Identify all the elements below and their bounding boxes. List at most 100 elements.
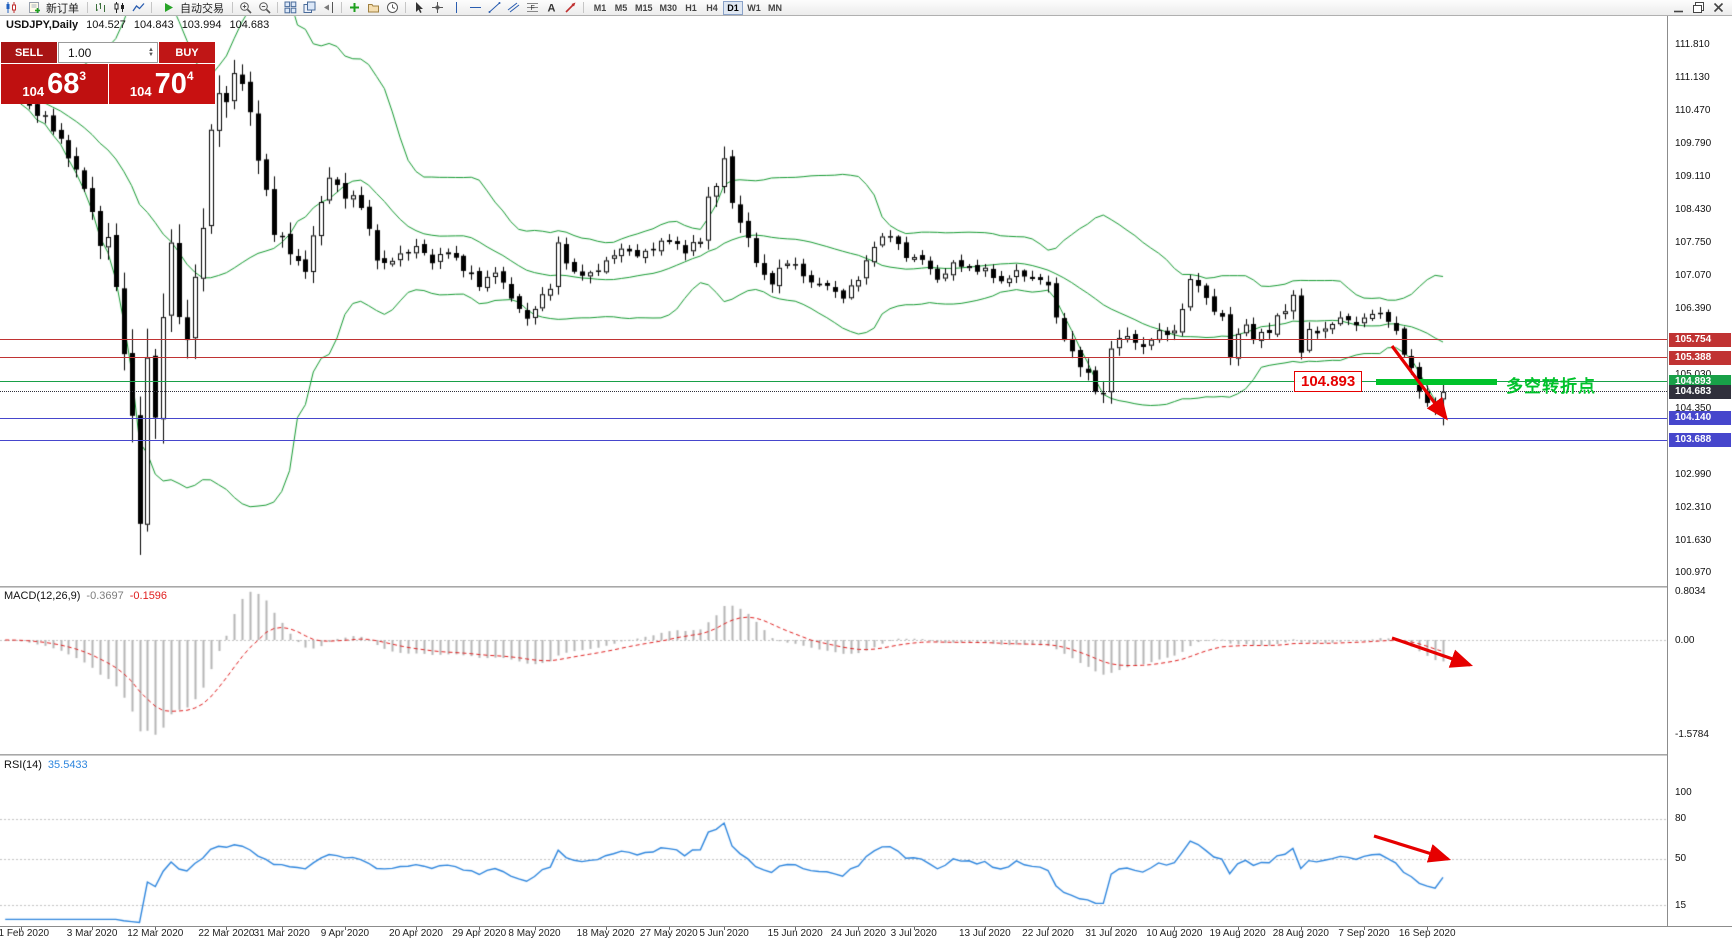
time-axis-label: 22 Jul 2020 <box>1022 928 1074 939</box>
sell-point: 3 <box>79 69 87 83</box>
price-axis-label: 110.470 <box>1675 104 1711 116</box>
timeframe-h1[interactable]: H1 <box>681 1 701 15</box>
templates-icon[interactable] <box>365 1 382 15</box>
time-axis-label: 7 Sep 2020 <box>1338 928 1390 939</box>
price-axis-label: 108.430 <box>1675 203 1712 215</box>
minimize-icon[interactable] <box>1670 1 1687 15</box>
price-axis-label: 102.310 <box>1675 501 1712 513</box>
macd-axis-label: 0.00 <box>1675 634 1695 646</box>
time-axis-label: 19 Aug 2020 <box>1209 928 1266 939</box>
buy-button[interactable]: BUY <box>159 42 215 63</box>
time-axis-tick <box>1237 927 1239 930</box>
close-icon[interactable] <box>1710 1 1727 15</box>
timeframe-w1[interactable]: W1 <box>744 1 764 15</box>
candlestick-window-icon[interactable] <box>3 1 20 15</box>
new-order-button[interactable]: 新订单 <box>22 1 83 15</box>
panel-separator-rsi[interactable] <box>0 754 1732 756</box>
toolbar-separator <box>277 2 278 13</box>
volume-down-icon[interactable]: ▼ <box>148 51 154 58</box>
volume-up-icon[interactable]: ▲ <box>148 46 154 53</box>
price-axis[interactable]: 111.810 111.130 110.470 109.790 109.110 108.4… <box>1667 16 1732 926</box>
timeframe-m1[interactable]: M1 <box>590 1 610 15</box>
high-value: 104.843 <box>133 19 174 31</box>
timeframe-d1[interactable]: D1 <box>723 0 744 15</box>
autotrading-button[interactable]: 自动交易 <box>156 1 228 15</box>
indicators-add-icon[interactable] <box>346 1 363 15</box>
vertical-line-icon[interactable] <box>448 1 465 15</box>
rsi-value: 35.5433 <box>47 759 88 771</box>
time-axis-label: 13 Jul 2020 <box>958 928 1011 939</box>
macd-indicator-label: MACD(12,26,9) -0.3697 -0.1596 <box>4 590 167 602</box>
toolbar-separator <box>405 2 406 13</box>
timeframe-mn[interactable]: MN <box>765 1 785 15</box>
open-value: 104.527 <box>86 19 126 31</box>
fibonacci-icon[interactable]: F <box>524 1 541 15</box>
time-axis-label: 5 Jun 2020 <box>699 928 749 939</box>
time-axis-tick <box>1300 927 1302 930</box>
time-axis-tick <box>91 927 93 930</box>
low-value: 103.994 <box>181 19 222 31</box>
volume-input[interactable]: 1.00 ▲ ▼ <box>58 42 158 63</box>
macd-axis-label: 0.8034 <box>1675 586 1706 598</box>
cursor-icon[interactable] <box>410 1 427 15</box>
period-icon[interactable] <box>384 1 401 15</box>
macd-main-value: -0.3697 <box>86 590 124 602</box>
window-controls <box>1670 1 1729 15</box>
time-axis-tick <box>1173 927 1175 930</box>
turning-point-line[interactable] <box>1376 378 1497 385</box>
time-axis-tick <box>1363 927 1365 930</box>
timeframe-toolbar: M1 M5 M15 M30 H1 H4 D1 W1 MN <box>590 0 785 15</box>
line-chart-icon[interactable] <box>130 1 147 15</box>
timeframe-m15[interactable]: M15 <box>632 1 656 15</box>
rsi-axis-label: 80 <box>1675 813 1687 825</box>
price-axis-label: 101.630 <box>1675 535 1712 546</box>
sell-button[interactable]: SELL <box>1 42 57 63</box>
toolbar: 新订单 自动交易 F A M1 M5 M15 M30 H1 H4 D1 W1 MN <box>0 0 1732 16</box>
volume-spinner[interactable]: ▲ ▼ <box>148 46 154 58</box>
tile-windows-icon[interactable] <box>282 1 299 15</box>
toolbar-separator <box>151 2 152 13</box>
price-axis-label: 111.130 <box>1675 72 1710 84</box>
time-axis-label: 31 Jul 2020 <box>1085 928 1138 939</box>
buy-pips: 70 <box>154 68 187 100</box>
price-axis-label: 102.990 <box>1675 468 1712 480</box>
horizontal-line-icon[interactable] <box>467 1 484 15</box>
time-axis-label: 20 Apr 2020 <box>389 928 443 939</box>
timeframe-h4[interactable]: H4 <box>702 1 722 15</box>
price-level-annotation[interactable]: 104.893 <box>1294 370 1363 392</box>
chart-shift-icon[interactable] <box>320 1 337 15</box>
zoom-out-icon[interactable] <box>256 1 273 15</box>
panel-separator-macd[interactable] <box>0 586 1732 588</box>
time-axis-label: 16 Sep 2020 <box>1398 928 1456 939</box>
time-axis-tick <box>605 927 607 930</box>
text-icon[interactable]: A <box>543 1 560 15</box>
macd-name: MACD(12,26,9) <box>4 590 81 602</box>
time-axis-tick <box>984 927 986 930</box>
sell-pips: 68 <box>47 68 80 100</box>
trendline-icon[interactable] <box>486 1 503 15</box>
toolbar-separator <box>583 2 584 13</box>
bar-chart-icon[interactable] <box>92 1 109 15</box>
svg-text:A: A <box>548 3 556 15</box>
time-axis-tick <box>723 927 725 930</box>
crosshair-icon[interactable] <box>429 1 446 15</box>
time-axis[interactable]: 21 Feb 2020 3 Mar 2020 12 Mar 2020 22 Mar 2… <box>0 926 1732 939</box>
turning-point-label[interactable]: 多空转折点 <box>1506 376 1596 396</box>
buy-price-button[interactable]: 104 70 4 <box>108 64 215 104</box>
toolbar-separator <box>87 2 88 13</box>
restore-icon[interactable] <box>1690 1 1707 15</box>
channel-icon[interactable] <box>505 1 522 15</box>
time-axis-tick <box>857 927 859 930</box>
svg-text:F: F <box>531 5 535 12</box>
toolbar-separator <box>232 2 233 13</box>
toolbar-separator <box>341 2 342 13</box>
timeframe-m5[interactable]: M5 <box>611 1 631 15</box>
timeframe-m30[interactable]: M30 <box>657 1 681 15</box>
price-axis-label: 107.750 <box>1675 237 1712 248</box>
auto-arrange-icon[interactable] <box>301 1 318 15</box>
sell-price-button[interactable]: 104 68 3 <box>1 64 108 104</box>
arrows-icon[interactable] <box>562 1 579 15</box>
zoom-in-icon[interactable] <box>237 1 254 15</box>
candlestick-chart-icon[interactable] <box>111 1 128 15</box>
